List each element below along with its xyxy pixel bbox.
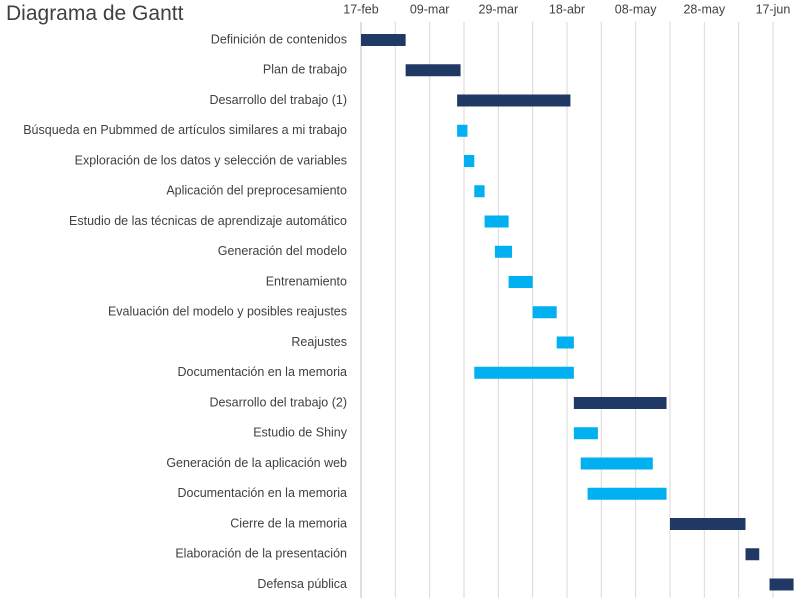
x-tick-label-4: 08-may bbox=[615, 2, 657, 16]
task-bar-18 bbox=[769, 578, 794, 591]
task-label-18: Defensa pública bbox=[257, 577, 347, 591]
task-label-17: Elaboración de la presentación bbox=[175, 547, 347, 561]
task-label-9: Evaluación del modelo y posibles reajust… bbox=[108, 305, 347, 319]
task-bar-17 bbox=[745, 548, 760, 561]
task-bar-11 bbox=[474, 366, 574, 379]
task-bar-7 bbox=[494, 245, 513, 258]
task-label-16: Cierre de la memoria bbox=[230, 516, 347, 530]
x-tick-label-5: 28-may bbox=[683, 2, 725, 16]
task-label-4: Exploración de los datos y selección de … bbox=[75, 153, 347, 167]
x-tick-label-1: 09-mar bbox=[410, 2, 450, 16]
task-bar-0 bbox=[361, 34, 406, 46]
chart-title: Diagrama de Gantt bbox=[6, 2, 184, 25]
task-bar-14 bbox=[580, 457, 653, 470]
task-label-12: Desarrollo del trabajo (2) bbox=[209, 395, 347, 409]
task-bar-9 bbox=[532, 306, 557, 319]
x-tick-label-2: 29-mar bbox=[479, 2, 519, 16]
task-label-10: Reajustes bbox=[291, 335, 347, 349]
task-label-13: Estudio de Shiny bbox=[253, 426, 348, 440]
task-bar-16 bbox=[669, 518, 746, 530]
task-label-14: Generación de la aplicación web bbox=[166, 456, 347, 470]
task-bar-4 bbox=[463, 155, 475, 167]
task-bar-1 bbox=[405, 64, 461, 77]
task-bar-2 bbox=[457, 94, 571, 107]
task-bar-15 bbox=[587, 487, 667, 500]
task-label-5: Aplicación del preprocesamiento bbox=[166, 184, 347, 198]
x-tick-label-0: 17-feb bbox=[343, 2, 378, 16]
task-label-15: Documentación en la memoria bbox=[177, 486, 347, 500]
task-label-3: Búsqueda en Pubmmed de artículos similar… bbox=[23, 123, 347, 137]
task-label-8: Entrenamiento bbox=[266, 274, 347, 288]
task-label-0: Definición de contenidos bbox=[211, 32, 347, 46]
task-label-11: Documentación en la memoria bbox=[177, 365, 347, 379]
task-bar-6 bbox=[484, 215, 509, 228]
task-bar-5 bbox=[474, 185, 485, 198]
task-label-1: Plan de trabajo bbox=[263, 63, 347, 77]
x-tick-label-6: 17-jun bbox=[756, 2, 791, 16]
task-bar-13 bbox=[573, 427, 598, 440]
task-bar-10 bbox=[556, 336, 574, 349]
task-bar-8 bbox=[508, 276, 533, 288]
task-label-6: Estudio de las técnicas de aprendizaje a… bbox=[69, 214, 347, 228]
task-label-2: Desarrollo del trabajo (1) bbox=[209, 93, 347, 107]
x-tick-label-3: 18-abr bbox=[549, 2, 585, 16]
task-label-7: Generación del modelo bbox=[218, 244, 347, 258]
task-bar-3 bbox=[457, 124, 468, 137]
task-bar-12 bbox=[573, 397, 667, 409]
